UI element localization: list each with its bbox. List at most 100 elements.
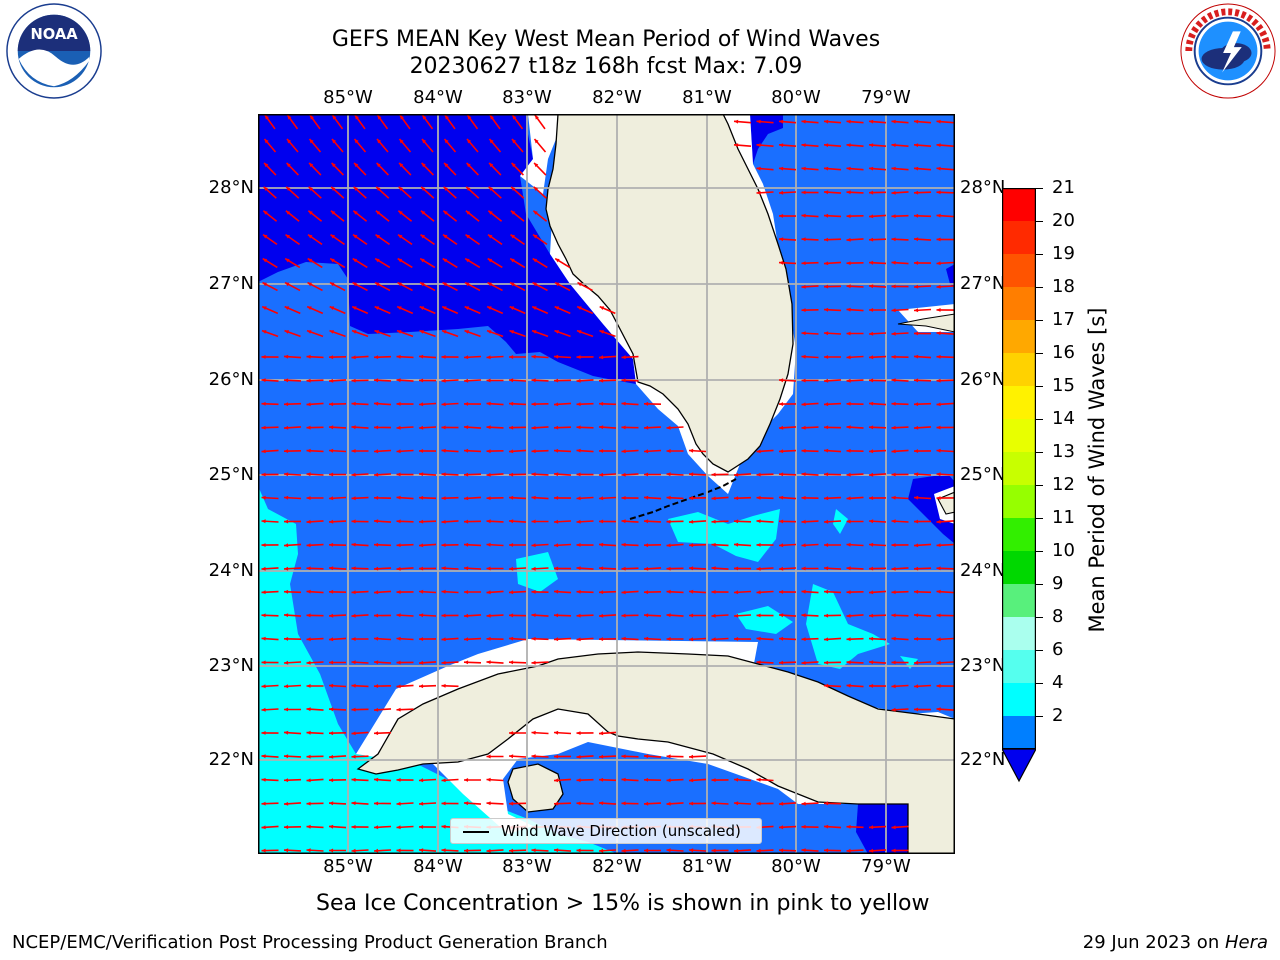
wind-wave-arrowhead xyxy=(488,186,493,191)
wind-wave-arrowhead xyxy=(846,590,851,595)
wind-wave-arrowhead xyxy=(846,660,851,665)
wind-wave-arrowhead xyxy=(420,282,425,287)
wind-wave-arrowhead xyxy=(936,331,941,336)
wind-wave-arrowhead xyxy=(419,378,424,383)
wind-wave-arrowhead xyxy=(465,210,471,215)
wind-wave-arrowhead xyxy=(509,378,514,383)
wind-wave-arrowhead xyxy=(644,543,649,548)
wind-wave-arrowhead xyxy=(442,306,447,310)
colorbar-tick-mark xyxy=(1036,287,1043,289)
wind-wave-arrowhead xyxy=(914,261,919,265)
wind-wave-arrowhead xyxy=(329,542,334,547)
wind-wave-arrowhead xyxy=(666,778,671,783)
wind-wave-arrowhead xyxy=(352,258,358,263)
wind-wave-arrowhead xyxy=(554,730,559,735)
wind-wave-arrowhead xyxy=(914,378,919,383)
wind-wave-arrowhead xyxy=(441,683,446,688)
wind-wave-arrowhead xyxy=(936,637,941,642)
wind-wave-arrowhead xyxy=(555,258,560,263)
wind-wave-arrowhead xyxy=(936,684,941,688)
wind-wave-arrowhead xyxy=(284,449,289,453)
wind-wave-arrowhead xyxy=(779,143,784,148)
wind-wave-arrowhead xyxy=(869,308,874,312)
wind-wave-arrowhead xyxy=(576,543,581,547)
wind-wave-arrowhead xyxy=(486,801,491,806)
lon-tick-bottom: 81°W xyxy=(682,856,732,877)
wind-wave-arrowhead xyxy=(801,472,806,477)
wind-wave-arrowhead xyxy=(891,331,896,336)
wind-wave-arrowhead xyxy=(824,566,829,571)
wind-wave-arrowhead xyxy=(666,754,671,759)
wind-wave-arrowhead xyxy=(554,589,559,594)
colorbar-tick-mark xyxy=(1036,386,1043,388)
wind-wave-arrowhead xyxy=(531,848,536,853)
wind-wave-arrowhead xyxy=(486,378,491,383)
wind-wave-arrowhead xyxy=(397,282,402,287)
wind-wave-arrowhead xyxy=(441,425,446,430)
wind-wave-arrowhead xyxy=(756,519,761,524)
wind-wave-arrowhead xyxy=(554,637,559,642)
wind-wave-arrowhead xyxy=(351,355,356,360)
wind-wave-arrowhead xyxy=(824,660,829,665)
wind-wave-arrowhead xyxy=(914,637,919,641)
ocean-light-region xyxy=(900,656,918,669)
wind-wave-arrowhead xyxy=(779,636,784,641)
wind-wave-arrowhead xyxy=(599,306,605,310)
wind-wave-arrowhead xyxy=(621,848,626,853)
wind-wave-arrowhead xyxy=(396,472,401,477)
wind-wave-arrowhead xyxy=(441,660,446,665)
wind-wave-arrowhead xyxy=(486,566,491,571)
wind-wave-arrowhead xyxy=(486,519,491,524)
wind-wave-arrowhead xyxy=(464,472,469,477)
wind-wave-arrowhead xyxy=(824,448,829,453)
lat-tick-right: 22°N xyxy=(960,749,1006,770)
wind-wave-arrowhead xyxy=(531,636,536,641)
wind-wave-arrowhead xyxy=(846,214,851,219)
colorbar-tick-mark xyxy=(1036,452,1043,454)
colorbar-tick-mark xyxy=(1036,518,1043,520)
wind-wave-arrowhead xyxy=(509,355,514,359)
wind-wave-arrowhead xyxy=(329,425,334,430)
wind-wave-arrowhead xyxy=(779,237,784,242)
wind-wave-arrowhead xyxy=(824,331,829,336)
wind-wave-arrowhead xyxy=(869,401,874,406)
wind-wave-arrowhead xyxy=(331,186,336,191)
wind-wave-arrowhead xyxy=(419,825,424,829)
colorbar-tick-mark xyxy=(1036,353,1043,355)
wind-wave-arrowhead xyxy=(621,449,626,454)
wind-wave-arrowhead xyxy=(329,613,334,618)
bahamas-land xyxy=(897,313,955,333)
wind-wave-arrowhead xyxy=(621,613,626,618)
wind-wave-arrowhead xyxy=(306,543,311,548)
wind-wave-arrowhead xyxy=(329,448,334,453)
wind-wave-arrowhead xyxy=(374,330,379,334)
wind-wave-arrowhead xyxy=(287,115,292,120)
wind-wave-arrowhead xyxy=(846,613,851,618)
wind-wave-arrowhead xyxy=(306,378,311,383)
wind-wave-arrowhead xyxy=(914,166,919,171)
lon-tick-top: 82°W xyxy=(592,87,642,108)
wind-wave-arrowhead xyxy=(531,449,536,454)
colorbar-tick-mark xyxy=(1036,716,1043,718)
wind-wave-arrowhead xyxy=(756,777,761,782)
wind-wave-arrowhead xyxy=(287,139,292,144)
wind-wave-arrowhead xyxy=(396,354,401,359)
wind-wave-arrowhead xyxy=(509,801,514,806)
wind-wave-arrowhead xyxy=(756,848,761,853)
wind-wave-arrowhead xyxy=(307,330,312,334)
wind-wave-arrowhead xyxy=(329,801,334,806)
wind-wave-arrowhead xyxy=(734,472,739,477)
colorbar-band xyxy=(1002,452,1036,486)
wind-wave-arrowhead xyxy=(779,519,784,524)
wind-wave-arrowhead xyxy=(824,143,829,148)
wind-wave-arrowhead xyxy=(351,542,356,547)
wind-wave-arrowhead xyxy=(869,472,874,477)
colorbar-tick-mark xyxy=(1036,254,1043,256)
wind-wave-arrowhead xyxy=(869,566,874,571)
wind-wave-arrowhead xyxy=(486,754,491,759)
lon-tick-bottom: 79°W xyxy=(861,856,911,877)
wind-wave-arrowhead xyxy=(577,330,582,334)
wind-wave-arrowhead xyxy=(464,519,469,524)
wind-wave-arrowhead xyxy=(756,166,761,171)
wind-wave-arrowhead xyxy=(374,731,379,736)
